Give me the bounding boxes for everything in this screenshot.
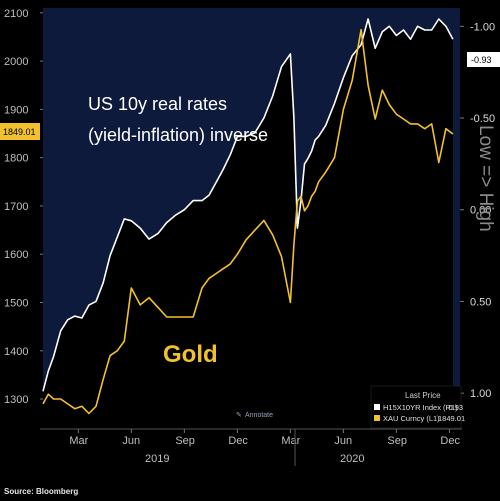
gold-price-line	[42, 28, 454, 415]
source-label: Source: Bloomberg	[4, 487, 78, 496]
low-high-side-label: Low => High	[475, 125, 496, 232]
annotate-button[interactable]: ✎ Annotate	[236, 412, 273, 419]
right-tick-label: 1.00	[470, 388, 491, 400]
legend: Last Price H15X10YR Index (R1) -0.93 XAU…	[370, 385, 465, 429]
left-tick-label: 2100	[4, 8, 28, 20]
legend-swatch-gold	[374, 415, 380, 421]
left-tick-label: 1900	[4, 104, 28, 116]
legend-value-real-rates: -0.93	[446, 403, 463, 412]
left-axis-ticks: 1300 1400 1500 1600 1700 1800 1900 2000 2100	[4, 8, 43, 406]
left-tick-label: 1700	[4, 201, 28, 213]
right-tick-label: 0.50	[470, 296, 491, 308]
left-tick-label: 1500	[4, 297, 28, 309]
right-tick-label: -1.00	[470, 21, 495, 33]
x-tick-label: Mar	[281, 435, 300, 447]
real-rates-annotation-line1: US 10y real rates	[88, 94, 227, 114]
x-tick-label: Dec	[440, 435, 460, 447]
real-rates-last-price-value: -0.93	[471, 55, 492, 65]
legend-name-gold: XAU Curncy (L1)	[383, 414, 440, 423]
real-rates-annotation-line2: (yield-inflation) inverse	[88, 125, 268, 145]
legend-swatch-real-rates	[374, 404, 380, 410]
right-tick-label: 0.00	[470, 205, 491, 217]
year-label-2019: 2019	[145, 453, 169, 465]
x-tick-label: Sep	[387, 435, 407, 447]
x-axis-ticks: Mar Jun Sep Dec Mar Jun Sep Dec	[69, 429, 460, 447]
left-tick-label: 1800	[4, 153, 28, 165]
x-tick-label: Sep	[175, 435, 195, 447]
year-label-2020: 2020	[340, 453, 364, 465]
gold-last-price-value: 1849.01	[3, 127, 36, 137]
real-rates-line	[42, 18, 454, 392]
legend-name-real-rates: H15X10YR Index (R1)	[383, 403, 458, 412]
right-axis-ticks: -1.00 -0.50 0.00 0.50 1.00	[460, 21, 495, 400]
left-tick-label: 1400	[4, 346, 28, 358]
real-rates-fill-area	[43, 19, 453, 428]
right-tick-label: -0.50	[470, 113, 495, 125]
left-tick-label: 1600	[4, 249, 28, 261]
gold-annotation: Gold	[163, 341, 218, 368]
annotate-label: Annotate	[245, 412, 273, 419]
real-rates-last-price-tag: -0.93	[467, 52, 500, 67]
x-tick-label: Jun	[334, 435, 352, 447]
legend-title: Last Price	[405, 391, 441, 400]
left-tick-label: 1300	[4, 394, 28, 406]
legend-value-gold: 1849.01	[438, 414, 465, 423]
x-tick-label: Mar	[69, 435, 88, 447]
annotate-icon: ✎	[236, 412, 242, 419]
x-tick-label: Dec	[228, 435, 248, 447]
left-tick-label: 2000	[4, 56, 28, 68]
x-tick-label: Jun	[122, 435, 140, 447]
gold-last-price-tag: 1849.01	[0, 123, 40, 140]
